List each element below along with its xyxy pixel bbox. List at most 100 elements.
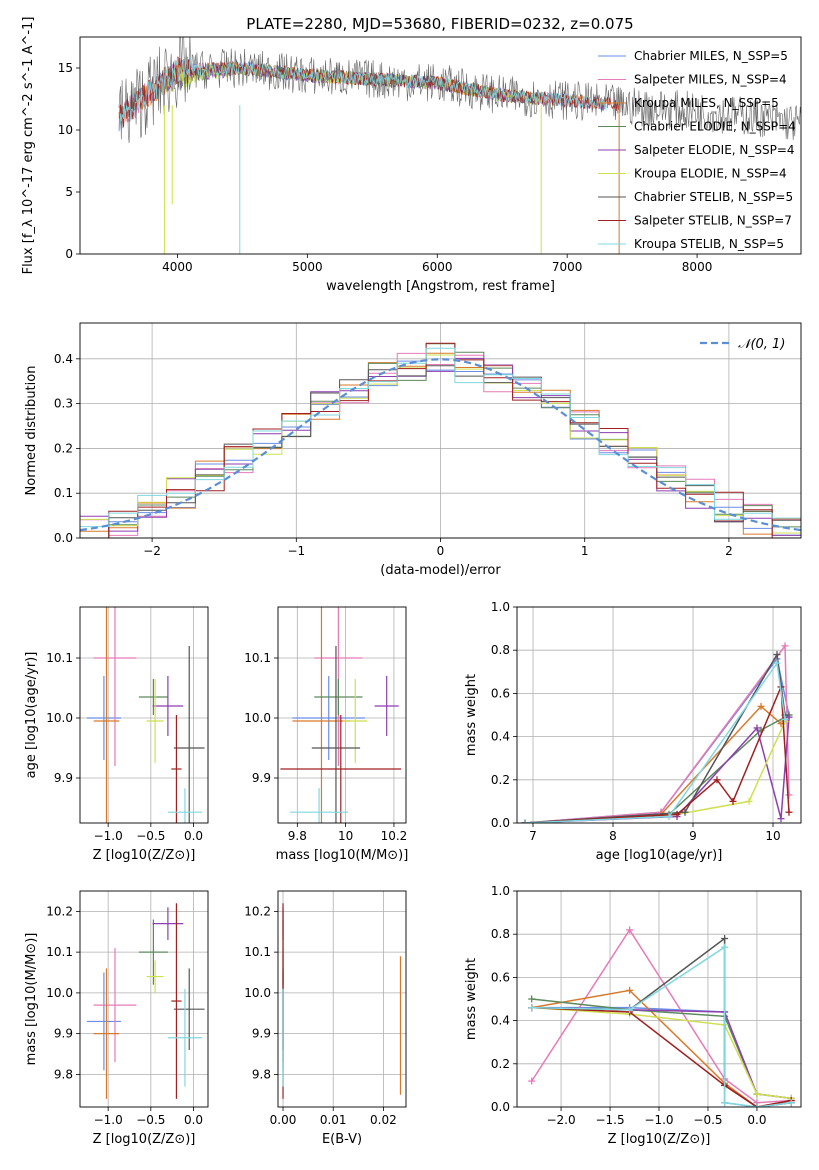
- errorbar-point: [292, 607, 351, 823]
- errorbar-point: [173, 646, 205, 823]
- x-tick-label: 5000: [292, 260, 323, 274]
- plus-marker: [626, 986, 634, 994]
- y-tick-label: 15: [58, 61, 73, 75]
- plus-marker: [528, 1004, 536, 1012]
- axes-frame: [79, 890, 209, 1108]
- errorbar-point: [138, 919, 168, 985]
- plus-marker: [528, 1077, 536, 1085]
- mass-weight-line: [524, 714, 790, 823]
- errorbar-point: [93, 968, 120, 1099]
- mass-weight-line: [524, 643, 790, 823]
- age-vs-mass-plot: 9.8 10 10.2 9.9 10.0 10.1 mass [log10(M/M⊙)]: [244, 606, 408, 863]
- plus-marker: [528, 995, 536, 1003]
- y-tick-label: 9.9: [54, 771, 73, 785]
- mass-weight-line: [524, 705, 782, 823]
- x-tick-label: 9.8: [288, 829, 307, 843]
- histogram-series: [80, 352, 801, 536]
- y-tick-label: 9.8: [252, 1067, 271, 1081]
- y-tick-label: 0.4: [491, 730, 510, 744]
- plus-marker: [785, 713, 793, 721]
- y-tick-label: 0.0: [491, 816, 510, 830]
- mass-weight-line: [524, 717, 790, 823]
- y-tick-label: 5: [65, 185, 73, 199]
- plot-area: [282, 903, 402, 1099]
- x-tick-label: 7000: [552, 260, 583, 274]
- plus-marker: [665, 813, 673, 821]
- errorbar-point: [146, 679, 164, 763]
- errorbar-point: [152, 907, 184, 940]
- x-tick-label: 0.02: [370, 1113, 397, 1127]
- residuals-histogram-plot: −2 −1 0 1 2 0.0 0.1 0.2 0.3 0.4 (data-model)/error…: [24, 322, 802, 578]
- y-tick-label: 1.0: [491, 600, 510, 614]
- x-axis-label: Z [log10(Z/Z⊙)]: [93, 848, 196, 863]
- y-tick-label: 0.1: [54, 486, 73, 500]
- y-tick-label: 9.9: [54, 1027, 73, 1041]
- y-tick-label: 10.1: [46, 945, 73, 959]
- y-tick-label: 10.0: [46, 711, 73, 725]
- plot-area: [118, 37, 801, 254]
- errorbar-point: [152, 676, 184, 736]
- errorbar-point: [314, 679, 363, 715]
- legend-label: Kroupa ELODIE, N_SSP=4: [634, 167, 787, 181]
- plot-area: [86, 903, 205, 1099]
- y-tick-label: 10.2: [46, 904, 73, 918]
- plus-marker: [785, 808, 793, 816]
- axes-frame: [277, 606, 407, 824]
- errorbar-point: [171, 715, 182, 823]
- errorbar-point: [93, 948, 137, 1063]
- errorbar-point: [280, 715, 402, 823]
- axes-frame: [277, 890, 407, 1108]
- y-tick-label: 0.3: [54, 397, 73, 411]
- axes-frame: [79, 606, 209, 824]
- plus-marker: [781, 715, 789, 723]
- plus-marker: [713, 776, 721, 784]
- plus-marker: [721, 935, 729, 943]
- y-tick-label: 0.4: [54, 352, 73, 366]
- plus-marker: [753, 724, 761, 732]
- plot-area: [80, 342, 801, 538]
- figure-title: PLATE=2280, MJD=53680, FIBERID=0232, z=0…: [246, 15, 633, 33]
- y-tick-label: 10.0: [244, 711, 271, 725]
- axes-frame: [79, 36, 802, 255]
- x-tick-label: −1.0: [94, 1113, 123, 1127]
- y-tick-label: 0.2: [491, 1057, 510, 1071]
- axes-frame: [516, 606, 802, 824]
- legend-label: Salpeter ELODIE, N_SSP=4: [634, 143, 795, 157]
- errorbar-point: [292, 676, 365, 760]
- legend-label: 𝒩(0, 1): [738, 337, 785, 352]
- x-axis-label: E(B-V): [322, 1132, 362, 1147]
- y-axis-label: mass [log10(M/M⊙)]: [24, 933, 39, 1066]
- plot-area: [86, 607, 205, 823]
- plus-marker: [673, 810, 681, 818]
- histogram-series: [80, 354, 801, 534]
- errorbar-point: [167, 788, 203, 823]
- x-tick-label: 10: [765, 829, 780, 843]
- legend-label: Salpeter STELIB, N_SSP=7: [634, 214, 792, 228]
- legend-label: Kroupa MILES, N_SSP=5: [634, 96, 779, 110]
- y-tick-label: 10.1: [244, 945, 271, 959]
- x-tick-label: 8: [609, 829, 617, 843]
- y-tick-label: 10.0: [46, 986, 73, 1000]
- x-tick-label: −0.5: [693, 1113, 722, 1127]
- mass-weight-line: [524, 661, 786, 823]
- x-tick-label: 4000: [162, 260, 193, 274]
- spectrum-plot: 4000 5000 6000 7000 8000 0 5 10 15 wavelength [An…: [21, 17, 802, 294]
- plus-marker: [777, 815, 785, 823]
- histogram-series: [80, 360, 801, 538]
- x-tick-label: 7: [529, 829, 537, 843]
- errorbar-point: [146, 960, 164, 993]
- errorbar-point: [86, 972, 121, 1071]
- mass-vs-metallicity-plot: −1.0 −0.5 0.0 9.8 9.9 10.0 10.1 10.2 Z [log10(Z/…: [24, 890, 209, 1147]
- mass-weight-line: [531, 945, 792, 1107]
- mass-weight-line: [524, 686, 790, 823]
- axes-frame: [516, 890, 802, 1108]
- plus-marker: [721, 1099, 729, 1107]
- x-tick-label: −1.0: [644, 1113, 673, 1127]
- x-axis-label: (data-model)/error: [380, 563, 501, 578]
- y-tick-label: 10.1: [244, 651, 271, 665]
- y-tick-label: 0.0: [491, 1100, 510, 1114]
- y-tick-label: 9.9: [252, 771, 271, 785]
- plus-marker: [773, 659, 781, 667]
- histogram-series: [80, 342, 801, 538]
- normal-curve: [80, 358, 801, 532]
